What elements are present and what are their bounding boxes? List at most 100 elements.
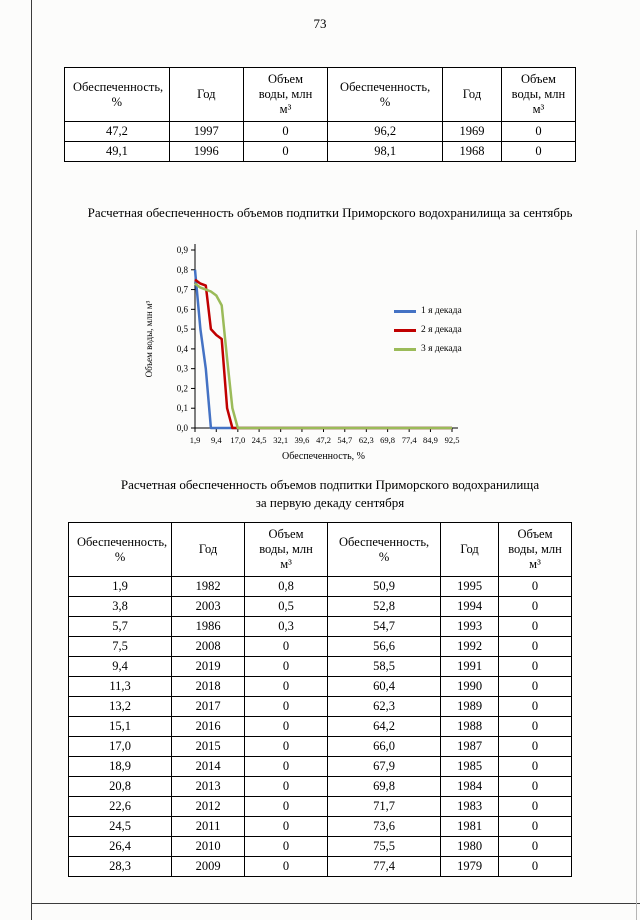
table-cell: 0 [244,736,329,757]
table-cell: 0 [244,836,329,857]
table-row: 47,2 1997 0 96,2 1969 0 [64,121,577,142]
table-cell: 2011 [171,816,246,837]
x-tick-label: 54,7 [337,435,352,445]
table-cell: 0 [498,856,572,877]
y-axis-title: Объем воды, млн м³ [144,300,154,377]
column-header: Год [440,522,500,577]
column-header: Обеспеченность, % [327,522,442,577]
table-cell: 73,6 [327,816,442,837]
series-line-3 [194,282,452,430]
legend-label: 3 я декада [421,344,462,354]
y-tick-label: 0,1 [177,403,188,413]
x-tick-label: 24,5 [252,435,267,445]
legend-label: 1 я декада [421,306,462,316]
x-tick-label: 9,4 [211,435,222,445]
page-frame-left-line [31,0,32,920]
table-cell: 1996 [168,141,244,162]
table-cell: 1,9 [67,576,173,597]
y-tick-label: 0,3 [177,364,189,374]
table-cell: 1989 [440,696,500,717]
table-header-row: Обеспеченность, % Год Объем воды, млн м³ Об… [67,522,572,577]
table-cell: 22,6 [67,796,173,817]
table-cell: 75,5 [327,836,442,857]
table-row: 11,3 2018 0 60,4 1990 0 [67,676,572,697]
table-cell: 1968 [442,141,502,162]
table-cell: 0 [244,636,329,657]
table-cell: 56,6 [327,636,442,657]
x-tick-label: 92,5 [445,435,460,445]
y-tick-label: 0,4 [177,344,189,354]
table-cell: 0,3 [244,616,329,637]
table-cell: 2003 [171,596,246,617]
table-cell: 17,0 [67,736,173,757]
table-cell: 0 [242,141,329,162]
page-number: 73 [313,16,327,31]
table-cell: 7,5 [67,636,173,657]
x-axis-title: Обеспеченность, % [282,451,365,462]
table-cell: 0 [498,736,572,757]
column-header: Обеспеченность, % [327,67,444,122]
legend-label: 2 я декада [421,325,462,335]
table-cell: 0 [244,716,329,737]
table-cell: 28,3 [67,856,173,877]
table-cell: 2008 [171,636,246,657]
table-row: 49,1 1996 0 98,1 1968 0 [64,141,577,162]
table-cell: 2014 [171,756,246,777]
table-cell: 1987 [440,736,500,757]
table-cell: 1981 [440,816,500,837]
table-row: 20,8 2013 0 69,8 1984 0 [67,776,572,797]
table-cell: 98,1 [327,141,444,162]
table-cell: 71,7 [327,796,442,817]
table-cell: 49,1 [64,141,170,162]
table-cell: 2013 [171,776,246,797]
x-tick-label: 32,1 [273,435,288,445]
september-table-wrap: Обеспеченность, % Год Объем воды, млн м³ Об… [64,67,577,162]
table-cell: 64,2 [327,716,442,737]
table-cell: 58,5 [327,656,442,677]
table-cell: 96,2 [327,121,444,142]
table-cell: 52,8 [327,596,442,617]
table-cell: 1983 [440,796,500,817]
y-tick-label: 0,9 [177,245,189,255]
table-row: 5,7 1986 0,3 54,7 1993 0 [67,616,572,637]
table-row: 26,4 2010 0 75,5 1980 0 [67,836,572,857]
table-row: 1,9 1982 0,8 50,9 1995 0 [67,576,572,597]
column-header: Объем воды, млн м³ [498,522,572,577]
x-tick-label: 17,0 [230,435,245,445]
table-cell: 0 [242,121,329,142]
column-header: Год [171,522,246,577]
table-cell: 2009 [171,856,246,877]
table-cell: 0 [498,656,572,677]
table-cell: 1985 [440,756,500,777]
table-cell: 1986 [171,616,246,637]
table-cell: 1992 [440,636,500,657]
table-cell: 0 [498,816,572,837]
table-cell: 50,9 [327,576,442,597]
table-cell: 2015 [171,736,246,757]
chart-svg: 0,0 0,1 0,2 0,3 0,4 0,5 0,6 0,7 0,8 0,9 1,9 9,4 17,0… [144,244,460,462]
table-cell: 0 [500,121,577,142]
table-row: 3,8 2003 0,5 52,8 1994 0 [67,596,572,617]
table-header-row: Обеспеченность, % Год Объем воды, млн м³ Об… [64,67,577,122]
table-cell: 0 [498,596,572,617]
table-cell: 0 [244,756,329,777]
column-header: Обеспеченность, % [64,67,170,122]
column-header: Год [168,67,244,122]
table-cell: 0 [244,856,329,877]
x-tick-label: 69,8 [380,435,395,445]
table-cell: 0 [244,656,329,677]
table-cell: 2019 [171,656,246,677]
table-cell: 69,8 [327,776,442,797]
x-tick-label: 39,6 [295,435,310,445]
table-cell: 47,2 [64,121,170,142]
table-cell: 1979 [440,856,500,877]
chart: 0,0 0,1 0,2 0,3 0,4 0,5 0,6 0,7 0,8 0,9 1,9 9,4 17,0… [140,236,492,468]
table-cell: 2017 [171,696,246,717]
decade-table-wrap: Обеспеченность, % Год Объем воды, млн м³ Об… [67,522,572,877]
decade-table-title: Расчетная обеспеченность объемов подпитк… [40,476,620,512]
table-cell: 1994 [440,596,500,617]
y-tick-label: 0,6 [177,304,189,314]
table-cell: 67,9 [327,756,442,777]
table-cell: 24,5 [67,816,173,837]
table-cell: 1982 [171,576,246,597]
